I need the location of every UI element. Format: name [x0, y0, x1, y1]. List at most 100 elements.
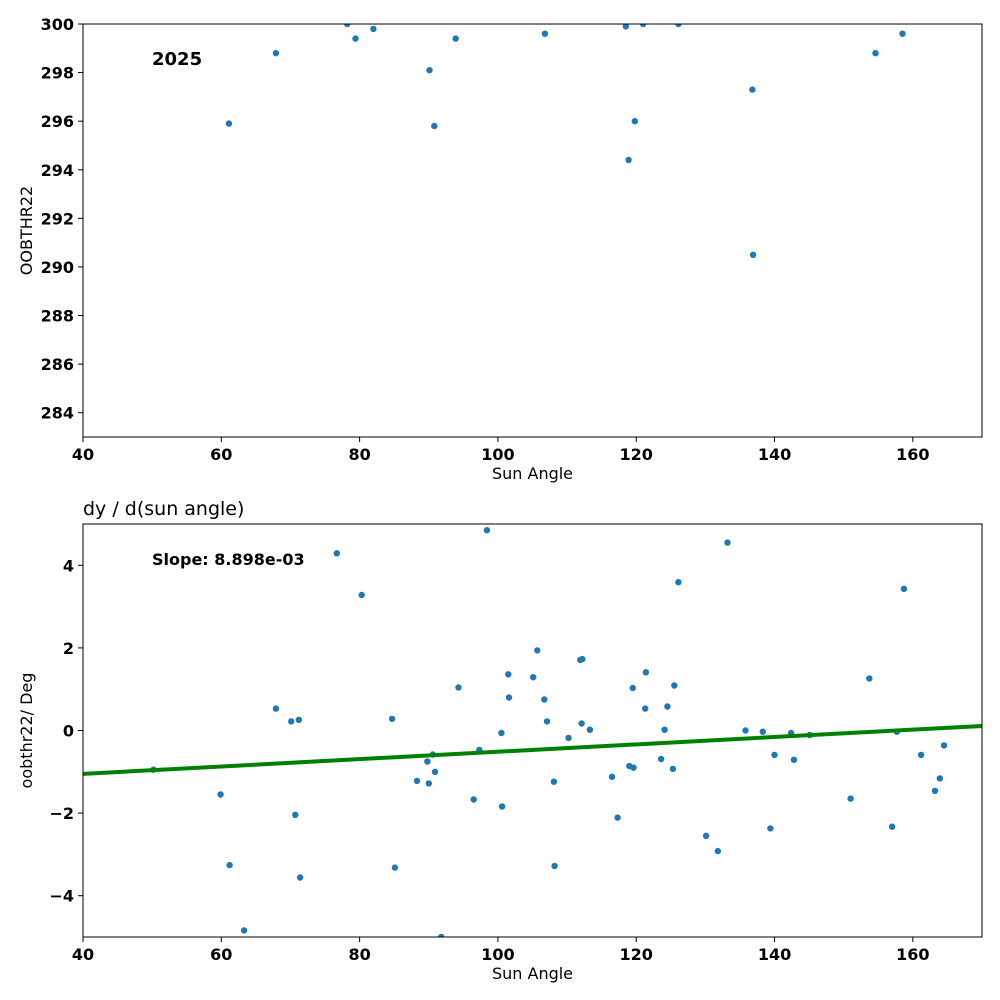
data-point — [642, 669, 650, 676]
x-tick-label: 40 — [72, 445, 94, 464]
data-point — [608, 773, 616, 780]
data-point — [749, 86, 756, 93]
top-y-ticks: 284 286 288 290 292 294 296 298 300 — [41, 15, 83, 423]
data-point — [742, 727, 749, 734]
top-plot-frame — [82, 23, 983, 438]
bottom-fit-line — [83, 723, 982, 776]
bottom-scatter-points — [150, 527, 948, 937]
top-year-annotation: 2025 — [152, 49, 202, 70]
x-tick-label: 140 — [758, 445, 791, 464]
data-point — [714, 847, 721, 855]
x-tick-label: 80 — [348, 445, 370, 464]
x-tick-label: 160 — [896, 945, 929, 964]
bottom-x-axis-label: Sun Angle — [492, 964, 573, 983]
y-tick-label: 4 — [63, 556, 74, 575]
data-point — [671, 682, 678, 689]
data-point — [622, 24, 630, 30]
data-point — [614, 814, 621, 821]
data-point — [888, 823, 896, 830]
data-point — [899, 30, 906, 37]
x-tick-label: 60 — [210, 945, 232, 964]
data-point — [541, 696, 548, 703]
data-point — [352, 35, 359, 42]
data-point — [630, 764, 637, 771]
data-point — [530, 674, 537, 681]
data-point — [333, 550, 340, 557]
top-x-ticks: 40 60 80 100 120 140 160 — [72, 437, 930, 464]
data-point — [534, 647, 541, 654]
data-point — [936, 775, 943, 782]
data-point — [639, 24, 647, 28]
data-point — [657, 755, 665, 763]
data-point — [391, 864, 399, 871]
data-point — [388, 715, 396, 723]
data-point — [240, 927, 248, 934]
y-tick-label: 300 — [41, 15, 74, 34]
y-tick-label: −2 — [49, 804, 74, 823]
data-point — [288, 718, 295, 725]
data-point — [631, 118, 638, 125]
data-point — [225, 120, 233, 127]
data-point — [272, 705, 280, 712]
data-point — [483, 527, 491, 534]
data-point — [431, 122, 438, 130]
data-point — [425, 780, 432, 787]
data-point — [917, 751, 925, 759]
data-point — [370, 25, 377, 33]
data-point — [565, 734, 572, 742]
data-point — [931, 787, 939, 794]
data-point — [455, 684, 462, 691]
data-point — [749, 251, 757, 258]
data-point — [551, 862, 558, 870]
data-point — [675, 579, 682, 586]
top-x-axis-label: Sun Angle — [492, 464, 573, 483]
data-point — [498, 729, 505, 737]
bottom-y-ticks: −4 −2 0 2 4 — [49, 556, 83, 906]
y-tick-label: 296 — [41, 112, 74, 131]
x-tick-label: 100 — [481, 945, 514, 964]
data-point — [470, 796, 477, 803]
y-tick-label: 298 — [41, 64, 74, 83]
top-y-axis-label: OOBTHR22 — [17, 186, 36, 275]
data-point — [866, 675, 873, 682]
data-point — [295, 716, 302, 723]
data-point — [642, 705, 649, 712]
x-tick-label: 80 — [348, 945, 370, 964]
x-tick-label: 120 — [620, 445, 653, 464]
y-tick-label: 288 — [41, 307, 74, 326]
bottom-scatter-panel: dy / d(sun angle) 40 60 80 100 120 140 160 −4−… — [17, 498, 983, 983]
data-point — [872, 50, 879, 57]
data-point — [358, 591, 365, 599]
bottom-chart-title: dy / d(sun angle) — [83, 498, 244, 520]
y-tick-label: 284 — [41, 404, 74, 423]
data-point — [272, 50, 280, 57]
data-point — [669, 765, 677, 773]
data-point — [900, 585, 908, 592]
x-tick-label: 40 — [72, 945, 94, 964]
data-point — [724, 539, 731, 546]
y-tick-label: −4 — [49, 887, 74, 906]
data-point — [426, 67, 433, 74]
data-point — [413, 777, 421, 785]
data-point — [296, 874, 304, 881]
data-point — [550, 778, 558, 785]
y-tick-label: 294 — [41, 161, 74, 180]
x-tick-label: 140 — [758, 945, 791, 964]
data-point — [217, 791, 224, 798]
data-point — [226, 861, 233, 869]
data-point — [543, 718, 551, 725]
bottom-x-ticks: 40 60 80 100 120 140 160 — [72, 937, 930, 964]
data-point — [790, 756, 798, 763]
y-tick-label: 292 — [41, 209, 74, 228]
y-tick-label: 0 — [63, 722, 74, 741]
x-tick-label: 160 — [896, 445, 929, 464]
data-point — [424, 758, 431, 765]
data-point — [625, 156, 632, 164]
data-point — [431, 768, 439, 775]
data-point — [759, 728, 766, 735]
y-tick-label: 286 — [41, 355, 74, 374]
bottom-slope-annotation: Slope: 8.898e-03 — [152, 550, 305, 569]
data-point — [702, 832, 710, 839]
